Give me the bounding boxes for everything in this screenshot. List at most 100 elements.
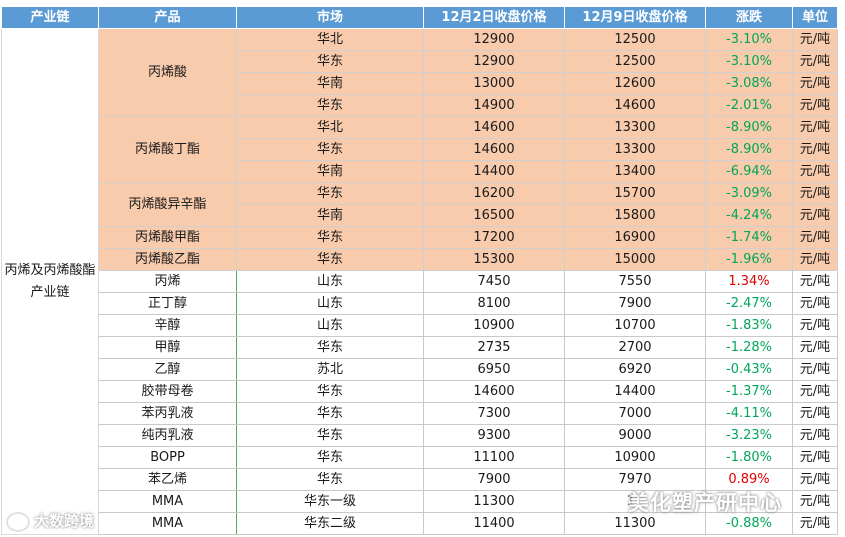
price-dec9-cell: 10900 (564, 446, 706, 469)
table-row: 丙烯及丙烯酸酯产业链 丙烯酸 华北 12900 12500 -3.10% 元/吨 (1, 28, 838, 535)
market-cell: 华东 (236, 248, 424, 271)
change-cell: -1.74% (705, 226, 793, 249)
header-unit: 单位 (792, 6, 838, 29)
product-cell: 丙烯酸 (98, 28, 237, 117)
unit-cell: 元/吨 (792, 116, 838, 139)
price-dec2-cell: 14900 (423, 94, 565, 117)
market-cell: 华东 (236, 424, 424, 447)
price-dec9-cell: 6920 (564, 358, 706, 381)
change-cell: -4.11% (705, 402, 793, 425)
price-dec2-cell: 16200 (423, 182, 565, 205)
table-row: 丙烯酸乙酯 华东 15300 15000 -1.96% 元/吨 (2, 248, 838, 271)
price-dec2-cell: 14600 (423, 138, 565, 161)
price-dec9-cell: 2700 (564, 336, 706, 359)
product-cell: 胶带母卷 (98, 380, 237, 403)
price-dec9-cell: 7550 (564, 270, 706, 293)
unit-cell: 元/吨 (792, 138, 838, 161)
market-cell: 华东 (236, 138, 424, 161)
unit-cell: 元/吨 (792, 182, 838, 205)
change-cell: -2.47% (705, 292, 793, 315)
price-dec9-cell: 10700 (564, 314, 706, 337)
change-cell: -3.23% (705, 424, 793, 447)
change-cell: -0.88% (705, 512, 793, 535)
market-cell: 华东 (236, 446, 424, 469)
price-dec9-cell: 14400 (564, 380, 706, 403)
change-cell: -2.01% (705, 94, 793, 117)
price-dec9-cell: 15700 (564, 182, 706, 205)
table-row: 华南 14400 13400 -6.94% 元/吨 (2, 160, 838, 183)
unit-cell: 元/吨 (792, 292, 838, 315)
price-dec9-cell: 11300 (564, 512, 706, 535)
unit-cell: 元/吨 (792, 28, 838, 51)
price-dec9-cell: 12500 (564, 28, 706, 51)
price-dec9-cell: 9000 (564, 424, 706, 447)
price-dec2-cell: 10900 (423, 314, 565, 337)
product-cell: BOPP (98, 446, 237, 469)
unit-cell: 元/吨 (792, 402, 838, 425)
market-cell: 华东 (236, 380, 424, 403)
change-cell: 1.34% (705, 270, 793, 293)
price-table: 产业链 产品 市场 12月2日收盘价格 12月9日收盘价格 涨跌 单位 丙烯及丙… (1, 6, 838, 535)
product-cell: 丙烯 (98, 270, 237, 293)
table-row: 丙烯酸丁酯 华北 14600 13300 -8.90% 元/吨 (2, 116, 838, 183)
price-dec2-cell: 8100 (423, 292, 565, 315)
price-dec2-cell: 14600 (423, 380, 565, 403)
change-cell: -8.90% (705, 116, 793, 139)
price-dec2-cell: 15300 (423, 248, 565, 271)
market-cell: 华东 (236, 336, 424, 359)
header-market: 市场 (236, 6, 424, 29)
change-cell: -1.96% (705, 248, 793, 271)
unit-cell: 元/吨 (792, 204, 838, 227)
market-cell: 苏北 (236, 358, 424, 381)
product-cell: 苯乙烯 (98, 468, 237, 491)
table-row: 丙烯 山东 7450 7550 1.34% 元/吨 (2, 270, 838, 293)
unit-cell: 元/吨 (792, 380, 838, 403)
unit-cell: 元/吨 (792, 314, 838, 337)
price-dec2-cell: 16500 (423, 204, 565, 227)
change-cell: -3.08% (705, 72, 793, 95)
unit-cell: 元/吨 (792, 248, 838, 271)
change-cell: -4.24% (705, 204, 793, 227)
market-cell: 华南 (236, 204, 424, 227)
header-price-dec2: 12月2日收盘价格 (423, 6, 565, 29)
header-product: 产品 (98, 6, 237, 29)
unit-cell: 元/吨 (792, 446, 838, 469)
price-dec2-cell: 14600 (423, 116, 565, 139)
price-dec2-cell: 12900 (423, 28, 565, 51)
product-cell: 纯丙乳液 (98, 424, 237, 447)
table-row: 正丁醇 山东 8100 7900 -2.47% 元/吨 (2, 292, 838, 315)
price-dec9-cell: 7900 (564, 292, 706, 315)
table-row: MMA 华东二级 11400 11300 -0.88% 元/吨 (2, 512, 838, 535)
price-dec2-cell: 2735 (423, 336, 565, 359)
price-dec9-cell: 12600 (564, 72, 706, 95)
table-row: BOPP 华东 11100 10900 -1.80% 元/吨 (2, 446, 838, 469)
market-cell: 华东 (236, 50, 424, 73)
price-dec2-cell: 7450 (423, 270, 565, 293)
table-row: 华东 12900 12500 -3.10% 元/吨 (2, 50, 838, 73)
chain-cell: 丙烯及丙烯酸酯产业链 (1, 28, 99, 535)
unit-cell: 元/吨 (792, 512, 838, 535)
market-cell: 华东一级 (236, 490, 424, 513)
product-cell: 乙醇 (98, 358, 237, 381)
table-row: 丙烯酸异辛酯 华东 16200 15700 -3.09% 元/吨 (2, 182, 838, 227)
market-cell: 华北 (236, 28, 424, 51)
product-cell: 丙烯酸乙酯 (98, 248, 237, 271)
market-cell: 华东二级 (236, 512, 424, 535)
change-cell: -1.28% (705, 336, 793, 359)
change-cell: -3.09% (705, 182, 793, 205)
watermark-right: 美化塑产研中心 (628, 491, 782, 515)
price-dec9-cell: 15800 (564, 204, 706, 227)
product-cell: 正丁醇 (98, 292, 237, 315)
camera-icon (6, 511, 30, 532)
table-row: 纯丙乳液 华东 9300 9000 -3.23% 元/吨 (2, 424, 838, 447)
price-dec9-cell: 14600 (564, 94, 706, 117)
product-cell: 丙烯酸异辛酯 (98, 182, 237, 227)
table-row: 华东 14900 14600 -2.01% 元/吨 (2, 94, 838, 117)
table-row: 苯丙乳液 华东 7300 7000 -4.11% 元/吨 (2, 402, 838, 425)
price-dec2-cell: 7900 (423, 468, 565, 491)
price-dec2-cell: 14400 (423, 160, 565, 183)
unit-cell: 元/吨 (792, 226, 838, 249)
product-cell: 辛醇 (98, 314, 237, 337)
price-dec2-cell: 6950 (423, 358, 565, 381)
unit-cell: 元/吨 (792, 160, 838, 183)
